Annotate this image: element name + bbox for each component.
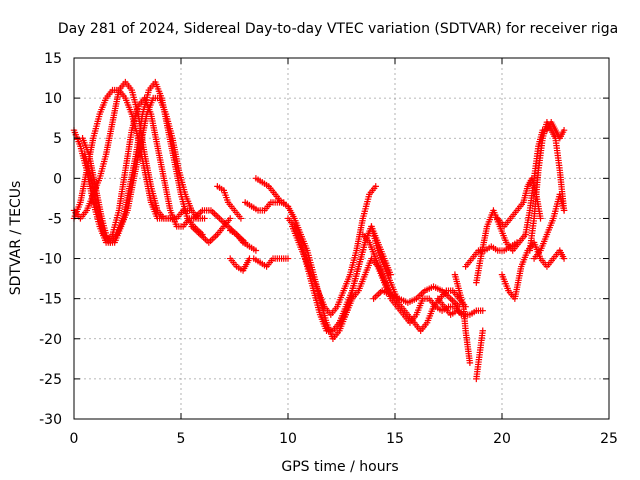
- data-points: [70, 78, 568, 383]
- x-tick-label: 10: [279, 431, 297, 447]
- x-tick-label: 15: [386, 431, 404, 447]
- y-tick-label: 0: [53, 171, 62, 187]
- data-point: [201, 215, 208, 222]
- series-track-7: [188, 215, 234, 246]
- data-point: [479, 307, 486, 314]
- y-tick-label: -10: [39, 252, 62, 268]
- x-tick-label: 20: [493, 431, 511, 447]
- data-point: [560, 127, 568, 134]
- series-track-8: [214, 183, 245, 222]
- data-point: [227, 215, 234, 222]
- series-track-24: [498, 239, 568, 302]
- data-point: [372, 183, 379, 190]
- series-track-9: [227, 227, 260, 254]
- series-track-10: [227, 255, 253, 274]
- series-track-28: [530, 191, 568, 262]
- y-tick-label: -15: [39, 292, 62, 308]
- data-point: [387, 271, 394, 278]
- series-track-20: [451, 271, 474, 367]
- data-point: [167, 215, 174, 222]
- series-track-16: [336, 255, 465, 326]
- y-tick-label: -20: [39, 332, 62, 348]
- y-axis-label: SDTVAR / TECUs: [8, 181, 24, 296]
- x-tick-label: 25: [600, 431, 618, 447]
- axis-ticks: 0 5 10 15 20 25 -30 -25 -20 -15 -10 -5 0 5 10 15: [39, 51, 618, 447]
- series-track-22: [462, 239, 521, 270]
- y-tick-label: 15: [44, 51, 62, 67]
- y-tick-label: -30: [39, 412, 62, 428]
- data-point: [479, 327, 486, 334]
- grid: [74, 58, 609, 419]
- data-point: [560, 255, 568, 262]
- y-tick-label: -5: [48, 211, 62, 227]
- plot-frame: [73, 57, 610, 420]
- series-track-1: [70, 94, 202, 246]
- x-axis-label: GPS time / hours: [281, 459, 398, 475]
- data-point: [466, 359, 474, 367]
- x-tick-label: 5: [177, 431, 186, 447]
- y-tick-label: 5: [53, 131, 62, 147]
- y-tick-label: -25: [39, 372, 62, 388]
- series-track-12: [242, 199, 287, 214]
- data-point: [560, 207, 568, 214]
- x-tick-label: 0: [70, 431, 79, 447]
- data-point: [252, 247, 260, 254]
- y-tick-label: 10: [44, 91, 62, 107]
- series-track-18: [370, 283, 463, 310]
- series-track-11: [250, 255, 292, 270]
- data-point: [237, 215, 245, 222]
- data-point: [537, 215, 544, 222]
- series-track-21: [473, 327, 486, 383]
- series-track-19: [434, 295, 486, 318]
- series-track-15: [289, 183, 379, 318]
- data-point: [284, 255, 292, 262]
- series-track-5: [81, 78, 206, 246]
- chart-title: Day 281 of 2024, Sidereal Day-to-day VTE…: [58, 21, 618, 37]
